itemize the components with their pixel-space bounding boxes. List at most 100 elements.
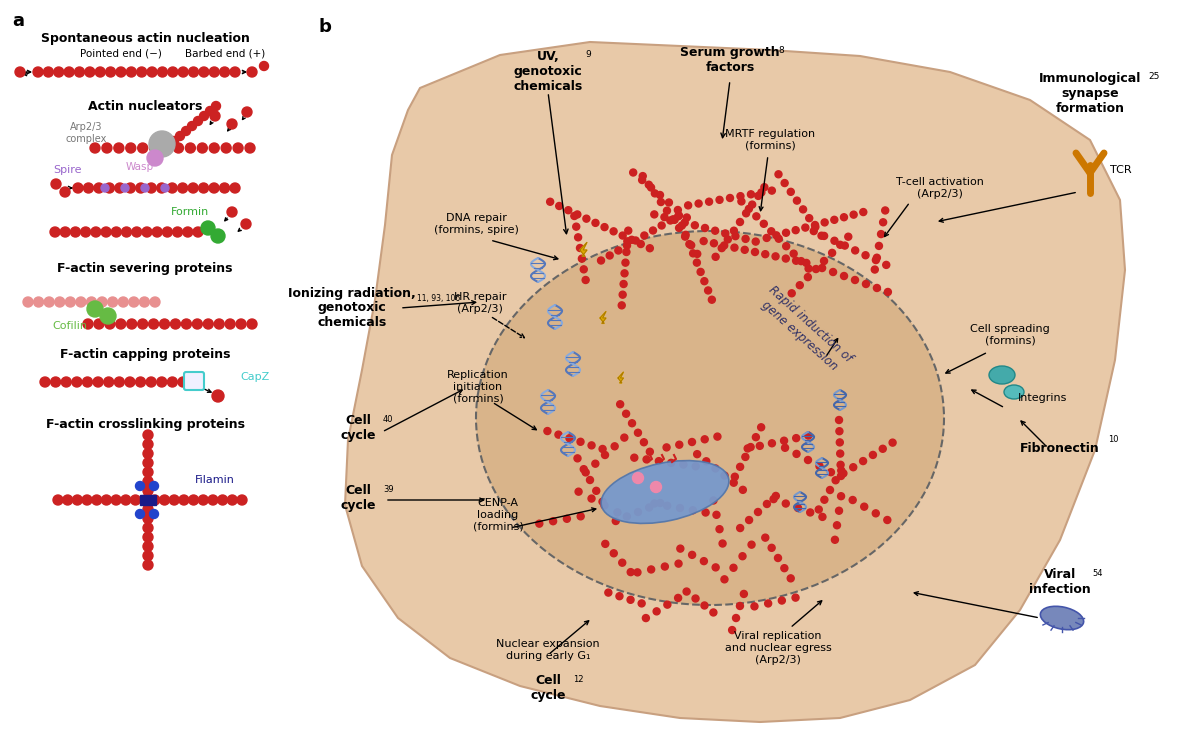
Circle shape bbox=[623, 513, 630, 520]
Text: Integrins: Integrins bbox=[1018, 393, 1068, 403]
Circle shape bbox=[762, 251, 769, 258]
Circle shape bbox=[168, 183, 177, 193]
Circle shape bbox=[788, 290, 795, 297]
Circle shape bbox=[169, 495, 179, 505]
Circle shape bbox=[192, 319, 202, 329]
Circle shape bbox=[812, 224, 819, 230]
Circle shape bbox=[113, 143, 124, 153]
Circle shape bbox=[752, 249, 759, 255]
Circle shape bbox=[681, 219, 688, 226]
Circle shape bbox=[826, 486, 833, 494]
Circle shape bbox=[657, 199, 664, 205]
Circle shape bbox=[837, 439, 844, 446]
Circle shape bbox=[736, 464, 743, 470]
Circle shape bbox=[616, 592, 623, 600]
Circle shape bbox=[738, 193, 743, 199]
Circle shape bbox=[837, 241, 844, 248]
Circle shape bbox=[758, 424, 765, 431]
Circle shape bbox=[163, 227, 172, 237]
Circle shape bbox=[620, 291, 627, 298]
Circle shape bbox=[132, 227, 142, 237]
Circle shape bbox=[143, 560, 153, 570]
Circle shape bbox=[697, 269, 704, 275]
Text: 39: 39 bbox=[384, 486, 394, 495]
Circle shape bbox=[555, 431, 562, 438]
Circle shape bbox=[714, 433, 721, 440]
Circle shape bbox=[578, 255, 585, 262]
Circle shape bbox=[831, 216, 838, 223]
Circle shape bbox=[111, 227, 122, 237]
Circle shape bbox=[628, 569, 634, 576]
Circle shape bbox=[837, 450, 844, 457]
Circle shape bbox=[712, 465, 719, 472]
Circle shape bbox=[872, 510, 879, 517]
Circle shape bbox=[573, 211, 581, 218]
Circle shape bbox=[140, 495, 150, 505]
Text: Formin: Formin bbox=[171, 207, 209, 217]
Circle shape bbox=[793, 435, 800, 442]
Circle shape bbox=[860, 503, 867, 510]
Circle shape bbox=[150, 495, 159, 505]
Circle shape bbox=[675, 212, 682, 219]
Text: T-cell activation
(Arp2/3): T-cell activation (Arp2/3) bbox=[896, 177, 984, 199]
Circle shape bbox=[775, 236, 782, 242]
Circle shape bbox=[859, 458, 866, 464]
Circle shape bbox=[101, 495, 111, 505]
Circle shape bbox=[621, 434, 628, 441]
Text: 54: 54 bbox=[1092, 570, 1102, 578]
Circle shape bbox=[693, 463, 700, 470]
Circle shape bbox=[782, 243, 789, 250]
Circle shape bbox=[114, 377, 124, 387]
Circle shape bbox=[781, 180, 788, 186]
Circle shape bbox=[768, 545, 775, 551]
Text: MRTF regulation
(formins): MRTF regulation (formins) bbox=[725, 130, 815, 151]
Circle shape bbox=[51, 179, 61, 189]
Circle shape bbox=[647, 448, 654, 456]
Circle shape bbox=[860, 208, 867, 216]
Circle shape bbox=[703, 458, 710, 465]
Circle shape bbox=[114, 183, 125, 193]
Circle shape bbox=[621, 270, 628, 277]
Circle shape bbox=[736, 219, 743, 225]
Text: Spontaneous actin nucleation: Spontaneous actin nucleation bbox=[40, 32, 249, 45]
Circle shape bbox=[612, 517, 620, 525]
Circle shape bbox=[104, 377, 113, 387]
Circle shape bbox=[50, 227, 60, 237]
Circle shape bbox=[796, 282, 804, 289]
Circle shape bbox=[610, 550, 617, 557]
Circle shape bbox=[72, 377, 81, 387]
Circle shape bbox=[242, 107, 253, 117]
Text: Arp2/3
complex: Arp2/3 complex bbox=[65, 122, 106, 144]
Circle shape bbox=[815, 506, 822, 513]
Circle shape bbox=[883, 261, 890, 269]
Circle shape bbox=[100, 308, 116, 324]
Circle shape bbox=[632, 237, 640, 244]
Circle shape bbox=[632, 473, 643, 484]
Circle shape bbox=[736, 603, 743, 609]
Circle shape bbox=[72, 495, 83, 505]
Text: 10: 10 bbox=[1108, 436, 1119, 445]
Polygon shape bbox=[345, 42, 1125, 722]
Text: F-actin severing proteins: F-actin severing proteins bbox=[58, 262, 232, 275]
Circle shape bbox=[60, 227, 71, 237]
Circle shape bbox=[738, 198, 745, 205]
Circle shape bbox=[219, 67, 230, 77]
Circle shape bbox=[680, 461, 687, 468]
Circle shape bbox=[791, 250, 798, 257]
Circle shape bbox=[656, 191, 663, 199]
Circle shape bbox=[142, 227, 152, 237]
Circle shape bbox=[710, 497, 717, 504]
Circle shape bbox=[208, 495, 218, 505]
Circle shape bbox=[140, 184, 149, 192]
Text: Wasp: Wasp bbox=[126, 162, 155, 172]
Circle shape bbox=[183, 227, 192, 237]
Circle shape bbox=[881, 207, 889, 214]
Circle shape bbox=[185, 143, 196, 153]
Circle shape bbox=[740, 590, 747, 598]
Circle shape bbox=[61, 377, 71, 387]
Circle shape bbox=[721, 242, 728, 249]
Circle shape bbox=[159, 495, 170, 505]
Circle shape bbox=[710, 609, 717, 616]
Circle shape bbox=[889, 439, 896, 446]
Circle shape bbox=[592, 219, 599, 227]
